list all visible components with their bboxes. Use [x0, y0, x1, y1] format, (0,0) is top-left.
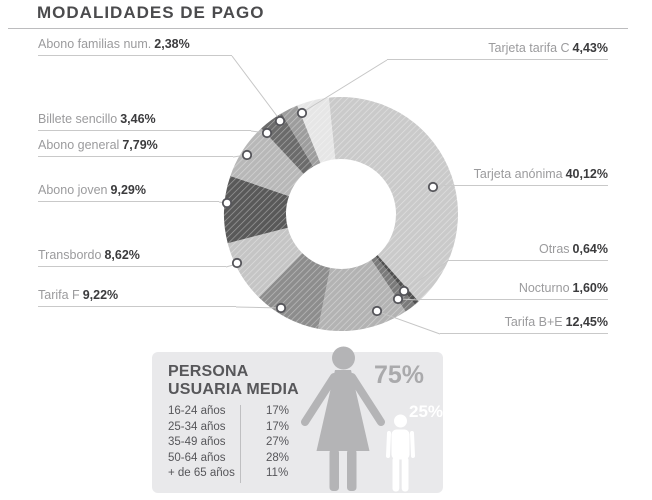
age-row: 25-34 años 17%: [168, 420, 289, 436]
segment-marker-tarjeta-tarifa-c: [296, 107, 308, 119]
segment-marker-otras: [398, 285, 410, 297]
donut-segment-hatch-transbordo: [227, 227, 303, 298]
age-row: 35-49 años 27%: [168, 435, 289, 451]
segment-label-text: Transbordo: [38, 248, 102, 262]
segment-label-value: 1,60%: [572, 281, 608, 295]
age-row: + de 65 años 11%: [168, 466, 289, 482]
male-percentage: 25%: [409, 402, 444, 421]
age-percentage: 17%: [266, 405, 290, 417]
segment-label-text: Tarifa F: [38, 288, 80, 302]
age-table-divider: [240, 405, 241, 483]
segment-marker-abono-general: [241, 149, 253, 161]
segment-label-text: Nocturno: [518, 281, 570, 295]
segment-marker-abono-familias-num: [274, 115, 286, 127]
segment-label-tarjeta-anonima: Tarjeta anónima 40,12%: [440, 167, 608, 186]
segment-label-abono-general: Abono general 7,79%: [38, 138, 233, 157]
female-percentage: 75%: [374, 361, 425, 389]
segment-label-text: Tarjeta tarifa C: [488, 41, 570, 55]
age-row: 50-64 años 28%: [168, 451, 289, 467]
segment-label-value: 4,43%: [572, 41, 608, 55]
persona-title: PERSONA USUARIA MEDIA: [168, 363, 299, 399]
age-row: 16-24 años 17%: [168, 404, 289, 420]
segment-marker-nocturno: [392, 293, 404, 305]
segment-label-abono-familias-num: Abono familias num. 2,38%: [38, 37, 232, 56]
donut-segments: [223, 96, 459, 332]
segment-label-value: 9,22%: [82, 288, 119, 302]
segment-label-billete-sencillo: Billete sencillo 3,46%: [38, 112, 251, 131]
segment-marker-abono-joven: [221, 197, 233, 209]
segment-marker-tarjeta-anonima: [427, 181, 439, 193]
age-percentage: 28%: [266, 451, 290, 464]
age-percentage: 17%: [266, 420, 290, 433]
segment-label-text: Tarifa B+E: [504, 315, 563, 329]
segment-label-value: 3,46%: [120, 112, 156, 126]
title-divider: [8, 28, 628, 29]
leader-line-abono-familias-num: [231, 55, 281, 121]
segment-label-value: 7,79%: [122, 138, 158, 152]
segment-label-value: 0,64%: [572, 242, 608, 256]
age-label: 35-49 años: [168, 436, 226, 448]
donut-segment-hatch-abono-general: [230, 128, 304, 197]
segment-label-value: 2,38%: [154, 37, 190, 51]
segment-label-value: 8,62%: [104, 248, 140, 262]
segment-marker-billete-sencillo: [261, 127, 273, 139]
leader-lines: [218, 55, 449, 335]
age-label: + de 65 años: [168, 467, 235, 479]
leader-line-tarifa-f: [235, 306, 282, 309]
male-icon: [386, 414, 415, 492]
donut-segment-hatch-billete-sencillo: [261, 113, 314, 174]
age-table: 16-24 años 17% 25-34 años 17% 35-49 años 27% 5…: [168, 404, 289, 482]
donut-segment-hatch-nocturno: [371, 256, 416, 312]
donut-segment-hatch-abono-familias-num: [281, 105, 321, 167]
segment-label-tarifa-f: Tarifa F 9,22%: [38, 288, 236, 307]
persona-title-line2: USUARIA MEDIA: [168, 381, 299, 398]
female-icon: [301, 346, 385, 491]
donut-segment-hatch-tarjeta-anonima: [328, 96, 459, 302]
leader-line-otras: [404, 260, 449, 291]
segment-label-value: 40,12%: [565, 167, 608, 181]
segment-label-transbordo: Transbordo 8,62%: [38, 248, 226, 267]
age-label: 16-24 años: [168, 405, 226, 417]
persona-title-line1: PERSONA: [168, 363, 249, 380]
segment-label-text: Abono joven: [38, 183, 108, 197]
segment-label-text: Billete sencillo: [38, 112, 118, 126]
segment-label-text: Otras: [538, 242, 570, 256]
segment-marker-transbordo: [231, 257, 243, 269]
segment-label-text: Tarjeta anónima: [473, 167, 563, 181]
segment-marker-tarifa-f: [275, 302, 287, 314]
payment-donut-chart: [218, 55, 459, 335]
segment-label-otras: Otras 0,64%: [448, 242, 608, 261]
donut-segment-hatch-abono-joven: [223, 175, 289, 244]
page-title: MODALIDADES DE PAGO: [37, 3, 265, 22]
segment-marker-tarifa-b-e: [371, 305, 383, 317]
segment-label-abono-joven: Abono joven 9,29%: [38, 183, 219, 202]
segment-label-text: Abono general: [38, 138, 120, 152]
leader-line-tarjeta-tarifa-c: [302, 59, 388, 113]
age-label: 25-34 años: [168, 420, 226, 433]
leader-line-tarifa-b-e: [378, 311, 441, 335]
segment-label-value: 9,29%: [110, 183, 146, 197]
age-label: 50-64 años: [168, 451, 226, 464]
age-percentage: 11%: [266, 467, 289, 479]
age-percentage: 27%: [266, 436, 290, 448]
segment-label-text: Abono familias num.: [38, 37, 152, 51]
segment-label-value: 12,45%: [565, 315, 608, 329]
segment-label-tarifa-b-e: Tarifa B+E 12,45%: [440, 315, 608, 334]
segment-label-nocturno: Nocturno 1,60%: [418, 281, 608, 300]
segment-markers: [221, 107, 439, 317]
segment-label-tarjeta-tarifa-c: Tarjeta tarifa C 4,43%: [387, 41, 608, 60]
